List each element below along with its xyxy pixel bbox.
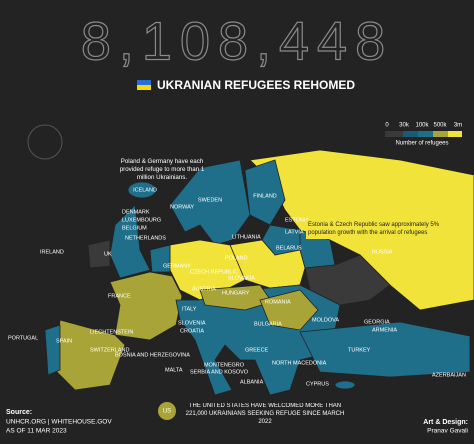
flag (137, 85, 151, 90)
source: UNHCR.ORG | WHITEHOUSE.GOV (6, 419, 112, 426)
legend-swatch (448, 131, 462, 137)
legend-label: 100k (415, 123, 429, 129)
country-label: CZECH REPUBLIC (190, 269, 238, 275)
country-label: CYPRUS (306, 381, 329, 387)
country-label: LATVIA (285, 229, 304, 235)
country-label: UK (104, 251, 112, 257)
country-label: GERMANY (163, 263, 191, 269)
country-label: BOSNIA AND HERZEGOVINA (115, 352, 190, 358)
country-label: TURKEY (348, 347, 371, 353)
country-label: ROMANIA (265, 299, 291, 305)
total: 8,108,448 (81, 11, 393, 71)
region (87, 239, 111, 269)
map (44, 149, 474, 396)
country-label: BELARUS (276, 245, 302, 251)
us-note: THE UNITED STATES HAVE WELCOMED MORE THA… (185, 403, 345, 425)
country-label: PORTUGAL (8, 335, 38, 341)
country-label: SLOVENIA (178, 320, 206, 326)
country-label: MONTENEGRO (204, 362, 245, 368)
country-label: SLOVAKIA (228, 275, 255, 281)
country-label: DENMARK (122, 209, 150, 215)
country-label: HUNGARY (222, 290, 250, 296)
annotation: Poland & Germany have each provided refu… (119, 158, 205, 182)
country-label: MALTA (165, 367, 183, 373)
region (44, 324, 61, 376)
source-label: Source: (6, 409, 32, 416)
country-label: ALBANIA (240, 379, 264, 385)
legend-label: 500k (433, 123, 447, 129)
country-label: ESTONIA (285, 217, 309, 223)
flag (137, 80, 151, 85)
subtitle: UKRANIAN REFUGEES REHOMED (157, 78, 355, 92)
country-label: POLAND (225, 255, 248, 261)
country-label: LITHUANIA (232, 234, 261, 240)
country-label: MOLDOVA (312, 317, 339, 323)
country-label: FRANCE (108, 293, 131, 299)
legend-swatch (433, 131, 448, 137)
legend: 0 30k 100k 500k 3m Number of refugees (385, 123, 462, 147)
country-label: FINLAND (253, 193, 277, 199)
country-label: GEORGIA (364, 319, 390, 325)
region (199, 284, 273, 311)
us-note-text: THE UNITED STATES HAVE WELCOMED MORE THA… (185, 403, 345, 425)
region (244, 159, 286, 226)
country-label: ARMENIA (372, 327, 397, 333)
country-label: NETHERLANDS (125, 235, 166, 241)
legend-label: 0 (385, 123, 389, 129)
country-label: BELGIUM (122, 225, 147, 231)
region (169, 159, 251, 246)
country-label: ICELAND (133, 187, 157, 193)
country-label: BULGARIA (254, 321, 282, 327)
country-labels: ICELAND NORWAY SWEDEN FINLAND ESTONIA LA… (8, 187, 466, 387)
legend-swatch (385, 131, 403, 137)
legend-swatch (418, 131, 433, 137)
legend-label: 3m (454, 123, 462, 129)
us-badge-label: US (163, 409, 171, 415)
country-label: SWITZERLAND (90, 347, 129, 353)
region (127, 181, 157, 199)
country-label: LUXEMBOURG (122, 217, 161, 223)
region (149, 244, 171, 273)
region (299, 321, 471, 378)
annotation: Estonia & Czech Republic saw approximate… (306, 220, 444, 239)
globe-icon (27, 124, 63, 160)
annotation-text: Estonia & Czech Republic saw approximate… (306, 220, 444, 239)
country-label: NORWAY (170, 204, 194, 210)
region (334, 380, 356, 390)
country-label: SWEDEN (198, 197, 222, 203)
country-label: ITALY (182, 306, 197, 312)
us-badge (158, 402, 176, 420)
country-label: NORTH MACEDONIA (272, 360, 327, 366)
credit-label: Art & Design: (423, 419, 468, 426)
country-label: IRELAND (40, 249, 64, 255)
date: AS OF 11 MAR 2023 (6, 428, 67, 435)
country-label: SERBIA AND KOSOVO (190, 369, 249, 375)
country-label: SPAIN (56, 338, 72, 344)
country-label: GREECE (245, 347, 269, 353)
legend-title: Number of refugees (395, 141, 448, 147)
region (109, 271, 183, 341)
country-label: CROATIA (180, 328, 204, 334)
annotation-text: Poland & Germany have each provided refu… (119, 158, 205, 182)
region (259, 289, 319, 331)
country-label: LIECHTENSTEIN (90, 329, 133, 335)
country-label: RUSSIA (372, 249, 393, 255)
country-label: AUSTRIA (192, 286, 216, 292)
credit: Pranav Gavali (427, 428, 468, 435)
legend-swatch (403, 131, 418, 137)
legend-label: 30k (399, 123, 410, 129)
country-label: AZERBAIJAN (432, 372, 466, 378)
region (229, 239, 306, 289)
